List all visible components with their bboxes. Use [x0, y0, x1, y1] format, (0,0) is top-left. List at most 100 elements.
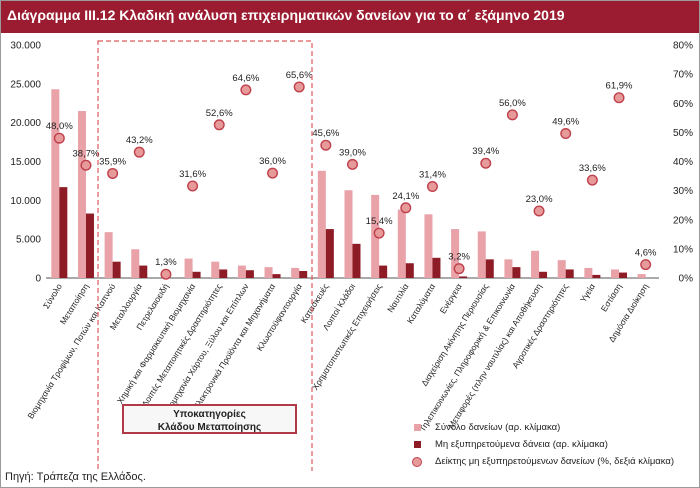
ratio-data-label: 3,2% [448, 252, 470, 263]
bar-total [184, 258, 193, 278]
x-category-label: Εστίαση [599, 282, 624, 314]
bar-total [477, 231, 486, 278]
bar-total [637, 274, 646, 278]
bar-npl [299, 271, 308, 278]
subcategory-box-line2: Κλάδου Μεταποίησης [157, 422, 262, 433]
bar-total [237, 265, 246, 278]
ratio-marker [187, 180, 199, 192]
bar-total [264, 267, 273, 278]
bar-npl [485, 259, 494, 278]
bar-npl [139, 265, 148, 278]
ratio-data-label: 15,4% [366, 216, 393, 227]
bar-total [51, 89, 60, 278]
bar-npl [432, 257, 441, 278]
y2-tick-label: 60% [673, 99, 693, 110]
bar-total [504, 259, 513, 278]
y2-tick-label: 70% [673, 70, 693, 81]
bar-npl [59, 187, 68, 278]
legend-label-npl: Μη εξυπηρετούμενα δάνεια (αρ. κλίμακα) [435, 439, 608, 450]
legend-item-ratio: Δείκτης μη εξυπηρετούμενων δανείων (%, δ… [405, 453, 674, 470]
y2-tick-label: 20% [673, 215, 693, 226]
bar-total [131, 249, 140, 278]
manufacturing-subcategory-frame [97, 40, 313, 471]
legend-item-total: Σύνολο δανείων (αρ. κλίμακα) [405, 419, 674, 436]
ratio-data-label: 61,9% [606, 81, 633, 92]
y2-tick-label: 40% [673, 157, 693, 168]
bar-npl [219, 269, 228, 278]
x-category-label: Ενέργεια [438, 282, 464, 316]
y-tick-label: 0 [35, 274, 41, 285]
ratio-data-label: 43,2% [126, 135, 153, 146]
dots-layer [53, 81, 652, 280]
ratio-marker [533, 205, 545, 217]
y2-tick-label: 30% [673, 186, 693, 197]
ratio-data-label: 45,6% [312, 128, 339, 139]
bar-total [557, 260, 566, 278]
ratio-data-label: 39,0% [339, 147, 366, 158]
bar-npl [619, 272, 628, 278]
ratio-marker [426, 181, 438, 193]
bar-npl [272, 274, 281, 278]
ratio-marker [213, 119, 225, 131]
ratio-data-label: 64,6% [232, 73, 259, 84]
ratio-data-label: 38,7% [73, 148, 100, 159]
ratio-data-label: 33,6% [579, 163, 606, 174]
ratio-marker [160, 268, 172, 280]
ratio-data-label: 65,6% [286, 70, 313, 81]
bar-npl [112, 261, 121, 278]
bar-npl [245, 270, 254, 278]
y2-tick-label: 50% [673, 128, 693, 139]
bar-total [291, 267, 300, 278]
bar-total [317, 170, 326, 278]
ratio-data-label: 35,9% [99, 156, 126, 167]
bar-total [104, 232, 113, 278]
source-note: Πηγή: Τράπεζα της Ελλάδος. [5, 471, 146, 483]
ratio-data-label: 36,0% [259, 156, 286, 167]
bar-total [424, 214, 433, 278]
ratio-marker [453, 263, 465, 275]
ratio-marker [506, 109, 518, 121]
y-tick-label: 10.000 [10, 196, 41, 207]
ratio-marker [107, 167, 119, 179]
ratio-data-label: 31,6% [179, 169, 206, 180]
y-tick-label: 30.000 [10, 41, 41, 52]
bar-npl [192, 271, 201, 278]
ratio-marker [267, 167, 279, 179]
subcategory-box-line1: Υποκατηγορίες [173, 409, 246, 420]
ratio-marker [320, 139, 332, 151]
ratio-data-label: 39,4% [472, 146, 499, 157]
ratio-data-label: 31,4% [419, 170, 446, 181]
chart-title: Διάγραμμα ΙΙΙ.12 Κλαδική ανάλυση επιχειρ… [7, 7, 565, 23]
ratio-marker [373, 227, 385, 239]
bar-npl [325, 229, 334, 278]
bar-total [344, 190, 353, 278]
ratio-marker [560, 128, 572, 140]
ratio-marker [586, 174, 598, 186]
ratio-data-label: 4,6% [635, 248, 657, 259]
axes-layer: 0 5.000 10.000 15.000 20.000 25.000 30.000 0% 10… [10, 41, 693, 285]
ratio-data-label: 48,0% [46, 121, 73, 132]
ratio-marker [293, 81, 305, 93]
y-tick-label: 20.000 [10, 118, 41, 129]
bar-total [211, 261, 220, 278]
legend-swatch-npl [413, 441, 421, 448]
legend-swatch-total [413, 424, 421, 431]
ratio-data-label: 49,6% [552, 117, 579, 128]
ratio-marker [347, 158, 359, 170]
legend-item-npl: Μη εξυπηρετούμενα δάνεια (αρ. κλίμακα) [405, 436, 674, 453]
ratio-data-label: 23,0% [526, 194, 553, 205]
labels-layer: 48,0% 38,7%35,9%43,2% 1,3% 31,6% 52,6% 64,6% 3… [46, 70, 657, 268]
bar-npl [85, 213, 94, 278]
ratio-marker [80, 159, 92, 171]
legend-label-total: Σύνολο δανείων (αρ. κλίμακα) [435, 422, 561, 433]
ratio-marker [613, 92, 625, 104]
y2-tick-label: 0% [679, 274, 694, 285]
bar-npl [405, 263, 414, 278]
ratio-marker [133, 146, 145, 158]
ratio-marker [400, 202, 412, 214]
y2-tick-label: 10% [673, 244, 693, 255]
bar-npl [379, 265, 388, 278]
y-tick-label: 25.000 [10, 79, 41, 90]
